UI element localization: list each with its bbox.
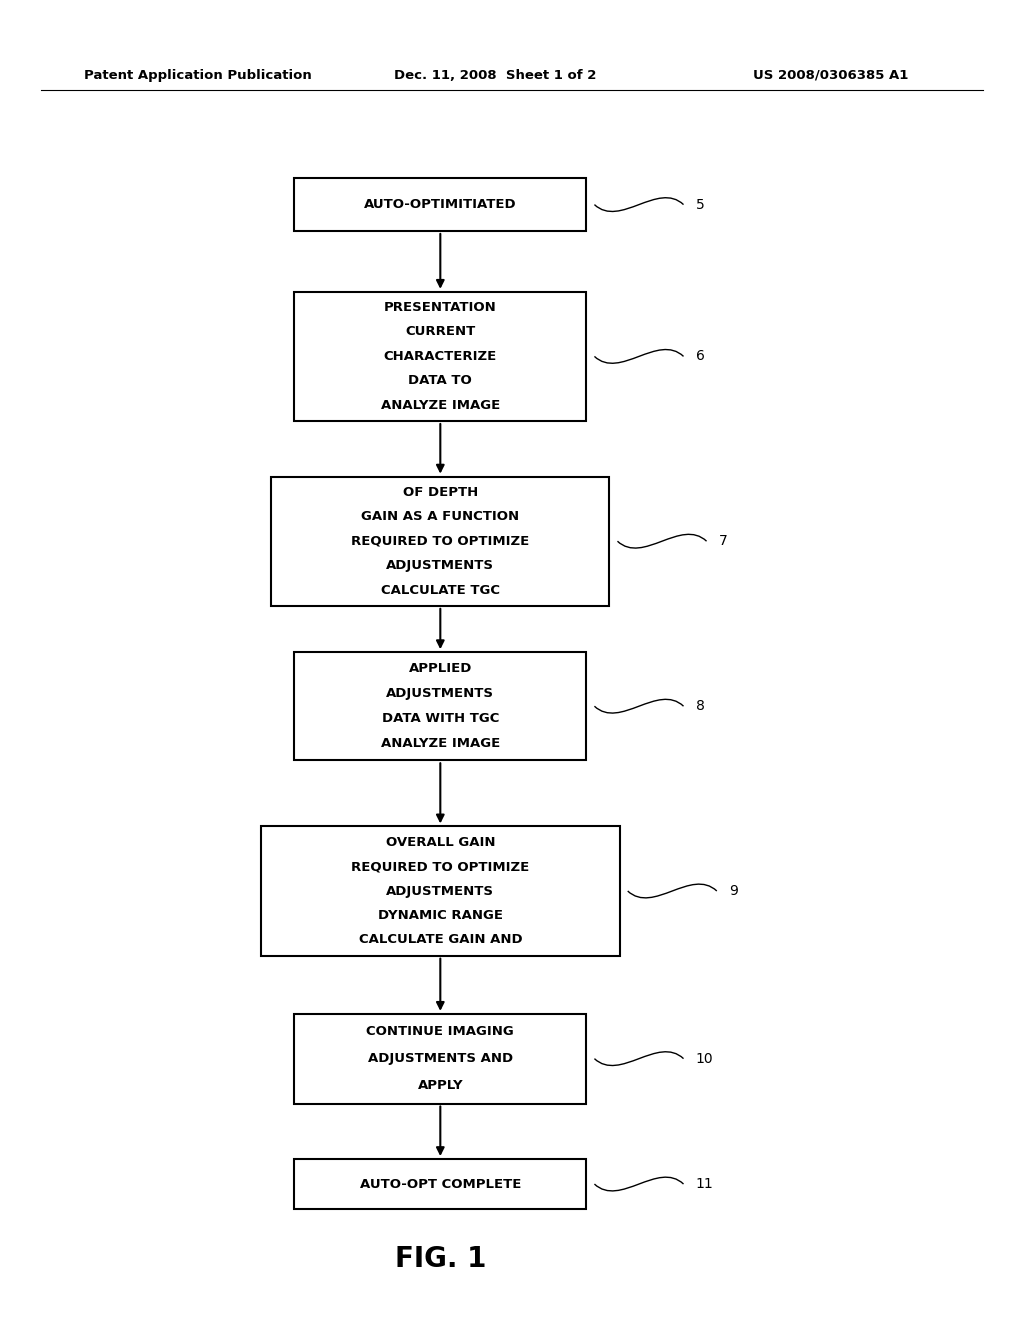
Text: DYNAMIC RANGE: DYNAMIC RANGE — [378, 909, 503, 921]
Text: 8: 8 — [696, 700, 705, 713]
Text: 9: 9 — [729, 884, 738, 898]
Text: CONTINUE IMAGING: CONTINUE IMAGING — [367, 1024, 514, 1038]
Text: REQUIRED TO OPTIMIZE: REQUIRED TO OPTIMIZE — [351, 861, 529, 873]
FancyBboxPatch shape — [295, 652, 586, 760]
FancyBboxPatch shape — [271, 477, 609, 606]
Text: OVERALL GAIN: OVERALL GAIN — [386, 836, 495, 849]
Text: Patent Application Publication: Patent Application Publication — [84, 69, 311, 82]
Text: 11: 11 — [696, 1177, 714, 1191]
Text: APPLIED: APPLIED — [409, 661, 472, 675]
Text: CHARACTERIZE: CHARACTERIZE — [384, 350, 497, 363]
Text: CALCULATE GAIN AND: CALCULATE GAIN AND — [358, 933, 522, 946]
Text: ADJUSTMENTS: ADJUSTMENTS — [386, 560, 495, 572]
Text: ADJUSTMENTS AND: ADJUSTMENTS AND — [368, 1052, 513, 1065]
Text: OF DEPTH: OF DEPTH — [402, 486, 478, 499]
Text: ANALYZE IMAGE: ANALYZE IMAGE — [381, 738, 500, 751]
Text: 5: 5 — [696, 198, 705, 211]
Text: DATA WITH TGC: DATA WITH TGC — [382, 713, 499, 725]
Text: GAIN AS A FUNCTION: GAIN AS A FUNCTION — [361, 511, 519, 523]
Text: DATA TO: DATA TO — [409, 375, 472, 387]
Text: FIG. 1: FIG. 1 — [394, 1245, 486, 1274]
Text: CALCULATE TGC: CALCULATE TGC — [381, 583, 500, 597]
Text: Dec. 11, 2008  Sheet 1 of 2: Dec. 11, 2008 Sheet 1 of 2 — [394, 69, 597, 82]
Text: APPLY: APPLY — [418, 1080, 463, 1093]
Text: AUTO-OPT COMPLETE: AUTO-OPT COMPLETE — [359, 1177, 521, 1191]
Text: ADJUSTMENTS: ADJUSTMENTS — [386, 688, 495, 700]
Text: 10: 10 — [696, 1052, 714, 1065]
Text: ANALYZE IMAGE: ANALYZE IMAGE — [381, 399, 500, 412]
FancyBboxPatch shape — [295, 1014, 586, 1104]
Text: 7: 7 — [719, 535, 728, 548]
Text: 6: 6 — [696, 350, 705, 363]
FancyBboxPatch shape — [295, 1159, 586, 1209]
Text: REQUIRED TO OPTIMIZE: REQUIRED TO OPTIMIZE — [351, 535, 529, 548]
Text: CURRENT: CURRENT — [406, 326, 475, 338]
Text: US 2008/0306385 A1: US 2008/0306385 A1 — [753, 69, 908, 82]
Text: AUTO-OPTIMITIATED: AUTO-OPTIMITIATED — [364, 198, 517, 211]
Text: ADJUSTMENTS: ADJUSTMENTS — [386, 884, 495, 898]
FancyBboxPatch shape — [261, 826, 620, 956]
FancyBboxPatch shape — [295, 178, 586, 231]
Text: PRESENTATION: PRESENTATION — [384, 301, 497, 314]
FancyBboxPatch shape — [295, 292, 586, 421]
